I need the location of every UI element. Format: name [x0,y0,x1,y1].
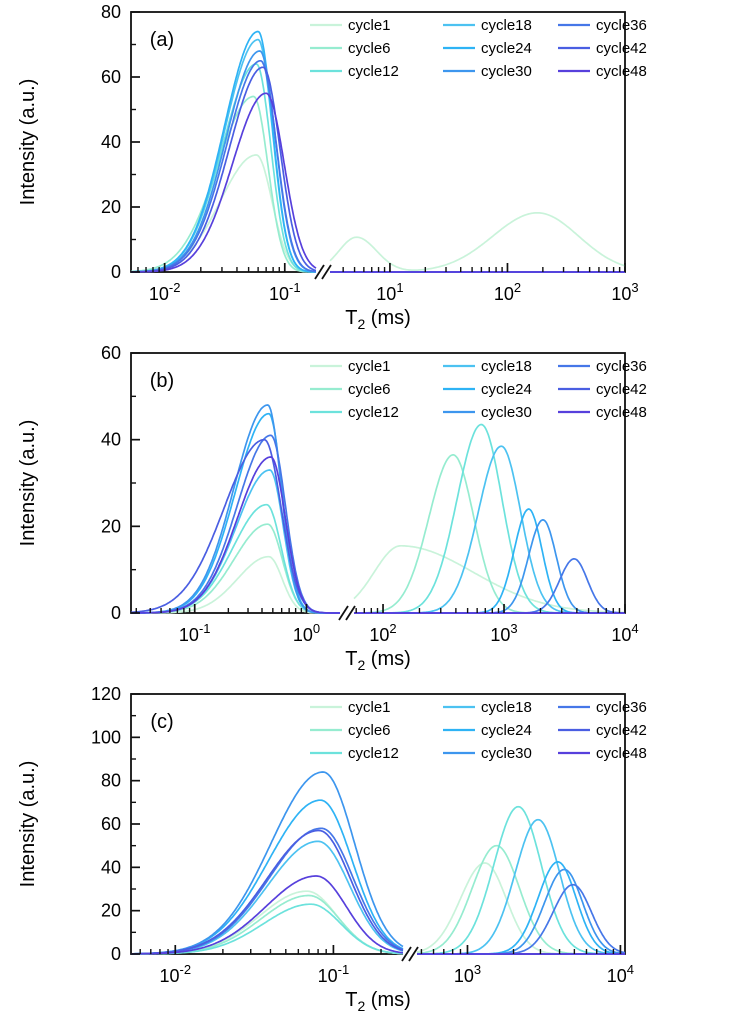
legend-label-cycle6: cycle6 [348,381,391,398]
y-tick-label: 60 [101,67,121,87]
legend-label-cycle1: cycle1 [348,17,391,34]
y-tick-label: 0 [111,603,121,623]
series-cycle12-curve [354,423,625,614]
legend-label-cycle18: cycle18 [481,358,532,375]
y-tick-label: 60 [101,814,121,834]
series-cycle6-curve [131,523,340,614]
legend-label-cycle42: cycle42 [596,40,647,57]
x-tick-label: 103 [454,962,481,986]
y-tick-label: 0 [111,262,121,282]
axis-break-icon [408,946,419,962]
x-tick-label: 101 [376,280,403,304]
legend-label-cycle24: cycle24 [481,722,532,739]
series-cycle6-curve [354,454,625,614]
legend-label-cycle36: cycle36 [596,17,647,34]
y-axis-title: Intensity (a.u.) [17,79,39,206]
series-cycle30-curve [131,50,317,273]
x-axis-break-gap [316,269,330,275]
legend-label-cycle36: cycle36 [596,358,647,375]
x-tick-label: 102 [369,621,396,645]
legend-label-cycle12: cycle12 [348,63,399,80]
y-axis-title: Intensity (a.u.) [17,761,39,888]
x-axis-title: T2 (ms) [345,307,411,332]
legend-label-cycle12: cycle12 [348,404,399,421]
panel-letter-label: (c) [150,711,173,733]
y-tick-label: 40 [101,857,121,877]
y-tick-label: 40 [101,132,121,152]
series-cycle42-curve [131,829,404,955]
y-tick-label: 60 [101,343,121,363]
panel-c-chart: 10-2 10-1 103 104 0 20 40 60 80 100 120 (c) T2 (ms) I… [17,684,647,1014]
series-cycle48-curve [131,456,340,614]
x-axis-break-gap [403,951,417,957]
series-cycle24-curve [354,508,625,614]
legend-label-cycle48: cycle48 [596,745,647,762]
series-cycle12-curve [131,503,340,614]
y-tick-label: 20 [101,901,121,921]
legend-label-cycle24: cycle24 [481,40,532,57]
series-cycle42-curve [131,66,317,273]
legend-label-cycle6: cycle6 [348,722,391,739]
series-cycle18-curve [417,818,625,955]
panel-a-chart: 10-2 10-1 101 102 103 0 20 40 60 80 (a) T2 (ms) Inte… [17,2,647,332]
x-tick-label: 100 [293,621,320,645]
legend-label-cycle48: cycle48 [596,404,647,421]
y-tick-label: 80 [101,771,121,791]
series-cycle48-curve [131,875,404,955]
y-tick-label: 100 [91,727,121,747]
x-tick-label: 103 [490,621,517,645]
legend-label-cycle24: cycle24 [481,381,532,398]
x-axis-title: T2 (ms) [345,989,411,1014]
x-tick-label: 102 [494,280,521,304]
legend-label-cycle1: cycle1 [348,699,391,716]
curves-group [131,771,625,955]
y-tick-label: 120 [91,684,121,704]
x-tick-label: 104 [607,962,634,986]
x-axis-title: T2 (ms) [345,648,411,673]
y-tick-label: 0 [111,944,121,964]
x-axis-break-gap [340,610,354,616]
x-tick-label: 103 [611,280,638,304]
legend-label-cycle18: cycle18 [481,699,532,716]
legend-label-cycle18: cycle18 [481,17,532,34]
y-tick-label: 20 [101,516,121,536]
y-tick-label: 40 [101,430,121,450]
series-cycle24-curve [417,861,625,955]
y-tick-label: 20 [101,197,121,217]
series-cycle48-curve [131,92,317,273]
series-cycle12-curve [417,805,625,955]
legend-label-cycle6: cycle6 [348,40,391,57]
x-tick-label: 10-1 [318,962,350,986]
x-tick-label: 10-1 [269,280,301,304]
series-cycle1-curve [329,212,625,271]
y-axis-title: Intensity (a.u.) [17,420,39,547]
axis-break-icon [338,605,349,621]
curves-group [131,404,625,614]
legend-label-cycle42: cycle42 [596,381,647,398]
x-tick-label: 10-2 [149,280,181,304]
legend-label-cycle30: cycle30 [481,404,532,421]
x-tick-label: 104 [611,621,638,645]
legend-label-cycle12: cycle12 [348,745,399,762]
series-cycle30-curve [354,519,625,614]
axis-break-icon [401,946,412,962]
panel-letter-label: (b) [150,370,174,392]
legend-label-cycle42: cycle42 [596,722,647,739]
legend-label-cycle36: cycle36 [596,699,647,716]
axis-break-icon [314,264,325,280]
legend-label-cycle30: cycle30 [481,745,532,762]
legend-label-cycle1: cycle1 [348,358,391,375]
panel-letter-label: (a) [150,29,174,51]
legend-label-cycle30: cycle30 [481,63,532,80]
x-tick-label: 10-2 [159,962,191,986]
y-tick-label: 80 [101,2,121,22]
panel-b-chart: 10-1 100 102 103 104 0 20 40 60 (b) T2 (ms) Intensi… [17,343,647,673]
legend-label-cycle48: cycle48 [596,63,647,80]
axis-break-icon [345,605,356,621]
axis-break-icon [321,264,332,280]
x-tick-label: 10-1 [179,621,211,645]
series-cycle1-curve [131,555,340,614]
series-cycle18-curve [354,445,625,614]
